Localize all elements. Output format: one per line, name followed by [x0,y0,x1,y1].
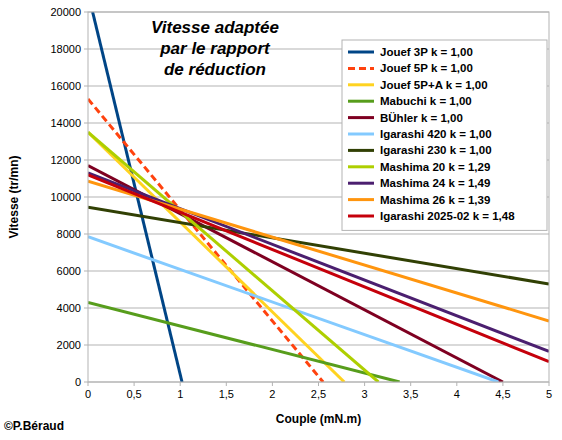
title-line: par le rapport [159,39,271,58]
y-tick-label: 2000 [57,339,81,351]
series-line [88,302,400,382]
x-tick-label: 1 [177,388,183,400]
legend-label: Igarashi 2025-02 k = 1,48 [380,210,515,222]
legend-swatch [348,133,374,136]
tick-mark [364,382,365,386]
legend-label: Igarashi 420 k = 1,00 [380,128,492,140]
title-line: Vitesse adaptée [151,18,279,37]
tick-mark [84,308,88,309]
tick-mark [84,160,88,161]
legend-label: Jouef 3P k = 1,00 [380,46,473,58]
copyright: ©P.Béraud [4,419,64,433]
tick-mark [84,12,88,13]
grid-line [88,308,549,309]
tick-mark [134,382,135,386]
legend-swatch [348,149,374,152]
tick-mark [549,382,550,386]
grid-line [88,234,549,235]
x-tick-label: 2,5 [311,388,326,400]
legend-swatch [348,215,374,218]
x-tick-label: 5 [546,388,552,400]
x-tick-label: 0 [85,388,91,400]
legend-label: Jouef 5P k = 1,00 [380,62,473,74]
tick-mark [456,382,457,386]
tick-mark [318,382,319,386]
chart-container: 0 2000 4000 6000 8000 10000 12000 14000 16000 180… [0,0,562,440]
y-tick-label: 4000 [57,302,81,314]
tick-mark [84,234,88,235]
x-tick-label: 4 [454,388,460,400]
legend-label: BÜhler k = 1,00 [380,112,463,124]
series-line [88,173,549,352]
legend-swatch [348,182,374,185]
plot-frame [88,12,549,382]
legend-label: Jouef 5P+A k = 1,00 [380,79,488,91]
x-tick-label: 3,5 [403,388,418,400]
legend-label: Mashima 20 k = 1,29 [380,161,490,173]
legend-label: Igarashi 230 k = 1,00 [380,144,492,156]
x-tick-label: 3 [362,388,368,400]
legend-swatch [348,198,374,201]
legend-label: Mabuchi k = 1,00 [380,95,472,107]
chart-svg: 0 2000 4000 6000 8000 10000 12000 14000 16000 180… [0,0,562,440]
y-tick-label: 18000 [50,43,81,55]
grid-line [88,345,549,346]
y-tick-label: 20000 [50,6,81,18]
tick-mark [84,86,88,87]
legend-swatch [348,116,374,119]
tick-mark [410,382,411,386]
tick-mark [84,197,88,198]
y-tick-label: 14000 [50,117,81,129]
legend-swatch [348,67,374,70]
series-line [88,207,549,284]
title-line: de réduction [164,60,266,79]
tick-mark [84,271,88,272]
legend-label: Mashima 26 k = 1,39 [380,194,490,206]
tick-mark [88,382,89,386]
x-tick-label: 1,5 [219,388,234,400]
tick-mark [84,123,88,124]
tick-mark [84,49,88,50]
chart-title: Vitesse adaptée par le rapport de réductio… [151,18,279,79]
x-tick-label: 0,5 [126,388,141,400]
y-tick-label: 6000 [57,265,81,277]
y-tick-label: 16000 [50,80,81,92]
tick-mark [272,382,273,386]
y-tick-label: 12000 [50,154,81,166]
legend-swatch [348,100,374,103]
legend-box [342,40,547,230]
legend-label: Mashima 24 k = 1,49 [380,177,490,189]
tick-mark [84,345,88,346]
y-tick-label: 0 [75,376,81,388]
x-tick-label: 4,5 [495,388,510,400]
plot-background [88,12,549,382]
legend: Jouef 3P k = 1,00 Jouef 5P k = 1,00 Jouef … [342,40,547,230]
tick-mark [226,382,227,386]
y-axis-label: Vitesse (tr/mn) [7,155,21,238]
tick-mark [180,382,181,386]
x-axis-label: Couple (mN.m) [276,412,361,426]
x-tick-label: 2 [269,388,275,400]
legend-swatch [348,51,374,54]
y-tick-label: 8000 [57,228,81,240]
legend-swatch [348,83,374,86]
series-group [88,12,549,382]
tick-mark [84,382,88,383]
y-tick-label: 10000 [50,191,81,203]
tick-mark [502,382,503,386]
legend-swatch [348,165,374,168]
series-line [88,175,549,362]
